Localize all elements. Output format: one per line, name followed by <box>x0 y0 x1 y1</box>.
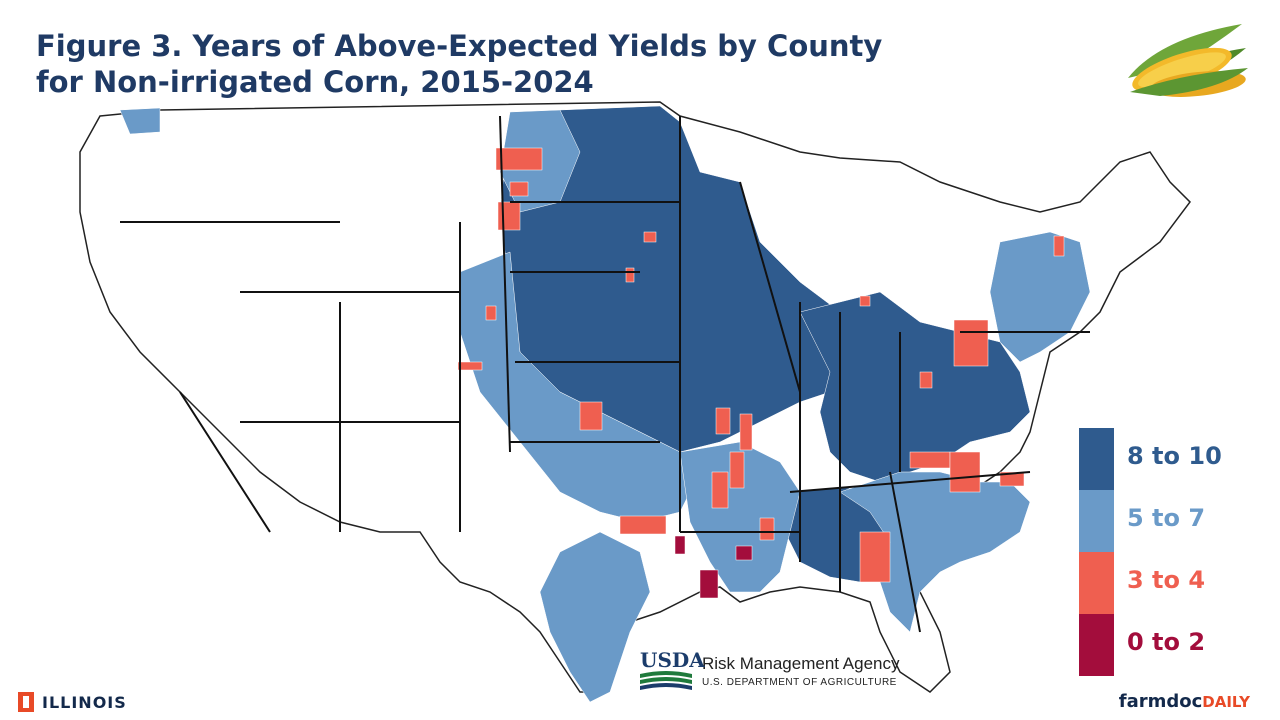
legend-swatch <box>1079 552 1114 614</box>
usda-wordmark: USDA <box>640 648 705 672</box>
legend-label: 8 to 10 <box>1127 442 1222 470</box>
title-line-1: Figure 3. Years of Above-Expected Yields… <box>36 29 883 63</box>
map-legend: 8 to 10 5 to 7 3 to 4 0 to 2 <box>1079 428 1249 676</box>
corn-icon <box>1128 24 1248 97</box>
state-boundaries <box>120 115 1090 633</box>
legend-item-5-7: 5 to 7 <box>1079 490 1249 552</box>
illinois-logo: ILLINOIS <box>18 692 127 712</box>
legend-swatch <box>1079 428 1114 490</box>
farmdoc-daily-logo: farmdocDAILY <box>1119 691 1250 712</box>
daily-wordmark: DAILY <box>1202 693 1250 711</box>
legend-swatch <box>1079 490 1114 552</box>
page-title: Figure 3. Years of Above-Expected Yields… <box>36 28 936 100</box>
department-name: U.S. DEPARTMENT OF AGRICULTURE <box>702 677 897 688</box>
legend-item-0-2: 0 to 2 <box>1079 614 1249 676</box>
legend-item-3-4: 3 to 4 <box>1079 552 1249 614</box>
region-3-4-patches <box>457 147 1065 583</box>
agency-name: Risk Management Agency <box>702 654 900 673</box>
usda-rma-logo: USDA Risk Management Agency U.S. DEPARTM… <box>640 650 900 692</box>
illinois-wordmark: ILLINOIS <box>42 692 127 712</box>
legend-label: 5 to 7 <box>1127 504 1206 532</box>
legend-item-8-10: 8 to 10 <box>1079 428 1249 490</box>
legend-label: 3 to 4 <box>1127 566 1206 594</box>
region-0-2-patches <box>674 535 753 599</box>
region-5-7-delta <box>679 441 801 593</box>
illinois-block-i-icon <box>18 692 34 712</box>
farmdoc-wordmark: farmdoc <box>1118 691 1203 712</box>
region-5-7-texas <box>539 531 651 703</box>
usda-logo-icon: USDA <box>640 648 705 692</box>
title-line-2: for Non-irrigated Corn, 2015-2024 <box>36 65 594 99</box>
legend-swatch <box>1079 614 1114 676</box>
legend-label: 0 to 2 <box>1127 628 1206 656</box>
region-5-7-washington <box>119 107 161 135</box>
us-county-map <box>79 101 1191 703</box>
region-5-7-northeast <box>989 231 1091 363</box>
usda-agency-text: Risk Management Agency U.S. DEPARTMENT O… <box>702 654 900 688</box>
